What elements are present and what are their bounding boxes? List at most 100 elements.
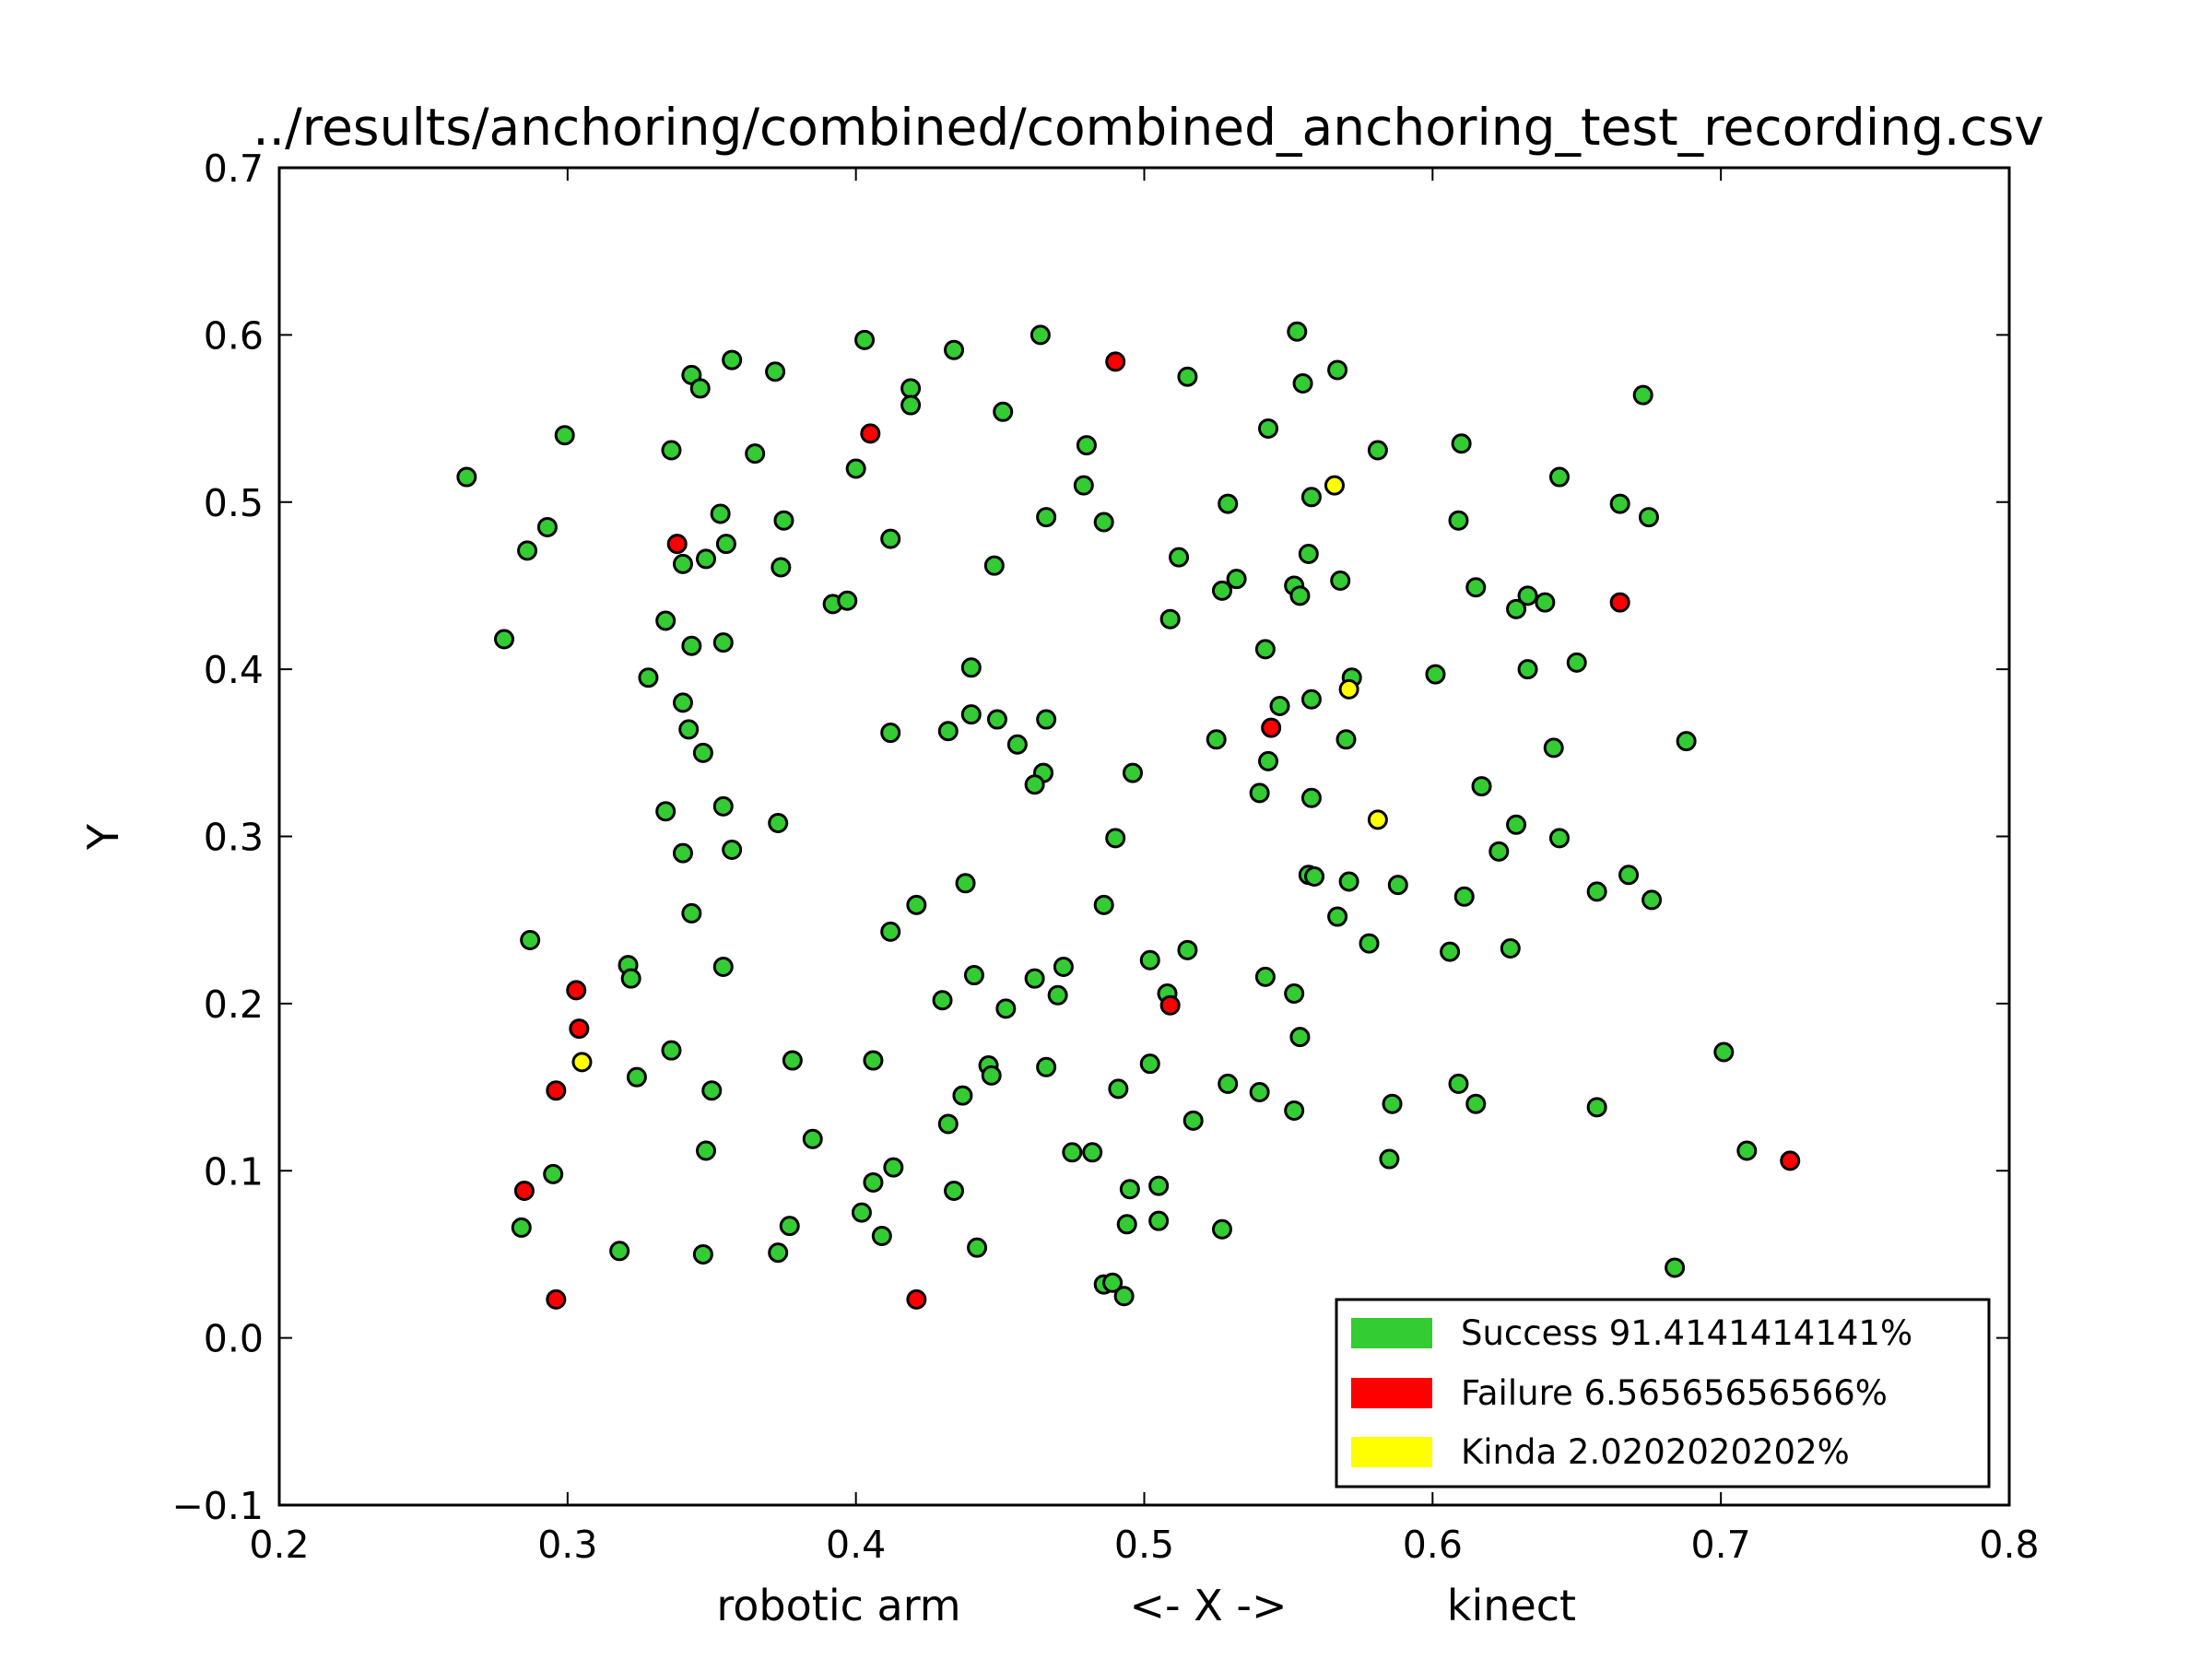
success-point [1330, 570, 1351, 591]
y-tick-label: 0.0 [204, 1317, 264, 1361]
failure-point [1261, 717, 1282, 738]
success-point [1108, 1078, 1129, 1100]
success-point [1036, 507, 1057, 528]
x-axis-label-right: kinect [1447, 1581, 1576, 1630]
success-point [981, 1065, 1002, 1086]
success-point [944, 339, 965, 360]
y-tick-labels: −0.1 0.0 0.1 0.2 0.3 0.4 0.5 0.6 0.7 [171, 147, 264, 1528]
success-point [1093, 512, 1114, 533]
failure-point [546, 1288, 567, 1310]
failure-point [569, 1018, 590, 1040]
success-point [1148, 1210, 1170, 1231]
success-point [880, 723, 901, 744]
success-point [554, 425, 575, 446]
success-point [543, 1163, 564, 1184]
y-axis-label: Y [78, 823, 128, 851]
plot-area [279, 168, 2009, 1505]
success-point [692, 742, 713, 763]
x-tick-label: 0.4 [826, 1523, 886, 1567]
success-point [661, 440, 682, 461]
success-point [1448, 510, 1469, 531]
success-point [1122, 762, 1143, 783]
success-point [1218, 493, 1239, 514]
success-point [1289, 1027, 1311, 1048]
success-point [1638, 507, 1659, 528]
success-point [1258, 750, 1279, 771]
success-point [681, 902, 702, 924]
success-point [1119, 1179, 1140, 1200]
success-point [1169, 547, 1190, 568]
success-point [802, 1128, 823, 1149]
success-point [1177, 939, 1198, 960]
y-tick-label: 0.5 [204, 481, 264, 525]
x-axis-label-left: robotic arm [716, 1581, 960, 1630]
success-point [1300, 487, 1322, 508]
success-point [851, 1202, 872, 1223]
chart-title: ../results/anchoring/combined/combined_a… [253, 98, 2044, 157]
kinda-point [1324, 475, 1345, 496]
success-point [1226, 569, 1247, 590]
failure-point [566, 980, 587, 1001]
success-point [1073, 475, 1094, 496]
success-point [701, 1080, 723, 1101]
success-point [1292, 372, 1313, 394]
success-point [710, 503, 731, 524]
data-points [456, 321, 1801, 1310]
success-point [1249, 1082, 1270, 1103]
success-point [609, 1241, 630, 1262]
success-point [1036, 709, 1057, 730]
success-point [1609, 493, 1630, 514]
success-point [1713, 1041, 1735, 1063]
success-point [689, 378, 711, 399]
success-point [1177, 366, 1198, 387]
y-tick-label: −0.1 [171, 1484, 264, 1528]
success-point [1506, 814, 1527, 835]
success-point [1367, 440, 1388, 461]
failure-point [1780, 1150, 1801, 1171]
success-point [1218, 1073, 1239, 1094]
success-point [986, 709, 1007, 730]
success-point [456, 466, 477, 488]
success-point [638, 667, 659, 688]
success-point [695, 1140, 716, 1161]
success-point [1535, 592, 1556, 613]
success-point [1465, 577, 1487, 598]
legend-swatch-kinda [1351, 1437, 1432, 1467]
y-tick-label: 0.1 [204, 1149, 264, 1194]
success-point [854, 329, 876, 350]
success-point [1382, 1093, 1403, 1114]
plot-frame [277, 166, 2011, 1507]
kinda-point [571, 1052, 593, 1073]
success-point [1116, 1214, 1137, 1235]
x-tick-label: 0.6 [1403, 1523, 1463, 1567]
success-point [1053, 956, 1074, 977]
success-point [1451, 433, 1472, 454]
success-point [1586, 881, 1607, 902]
x-tick-labels: 0.2 0.3 0.4 0.5 0.6 0.7 0.8 [249, 1523, 2039, 1567]
success-point [722, 349, 743, 371]
success-point [1024, 774, 1045, 795]
success-point [1387, 875, 1408, 896]
success-point [1304, 866, 1325, 888]
success-point [937, 1113, 959, 1135]
success-point [845, 458, 866, 479]
legend-label-failure: Failure 6.56565656566% [1461, 1373, 1888, 1413]
success-point [1284, 1100, 1305, 1121]
success-point [960, 657, 982, 678]
success-point [944, 1181, 965, 1202]
x-tick-label: 0.2 [249, 1523, 309, 1567]
success-point [672, 553, 693, 574]
success-point [863, 1171, 884, 1193]
success-point [771, 557, 792, 578]
legend-swatch-failure [1351, 1378, 1432, 1408]
success-point [1030, 324, 1051, 346]
success-point [1211, 580, 1232, 601]
success-point [1676, 731, 1697, 752]
success-point [955, 873, 976, 894]
success-point [952, 1085, 973, 1106]
x-tick-label: 0.5 [1114, 1523, 1174, 1567]
success-point [1258, 418, 1279, 439]
success-point [536, 516, 558, 537]
success-point [1182, 1110, 1204, 1131]
success-point [1641, 889, 1663, 911]
